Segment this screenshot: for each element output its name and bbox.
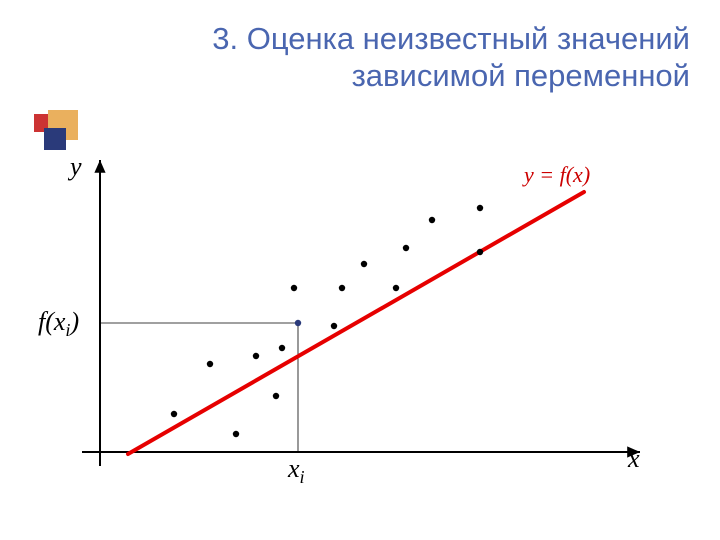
equation-label: y = f(x): [524, 162, 590, 188]
xi-label: xi: [288, 454, 305, 488]
y-axis-label: y: [70, 152, 82, 182]
chart-svg: [0, 0, 720, 540]
x-axis-label: x: [628, 444, 640, 474]
fx-label: f(xi): [38, 307, 79, 341]
